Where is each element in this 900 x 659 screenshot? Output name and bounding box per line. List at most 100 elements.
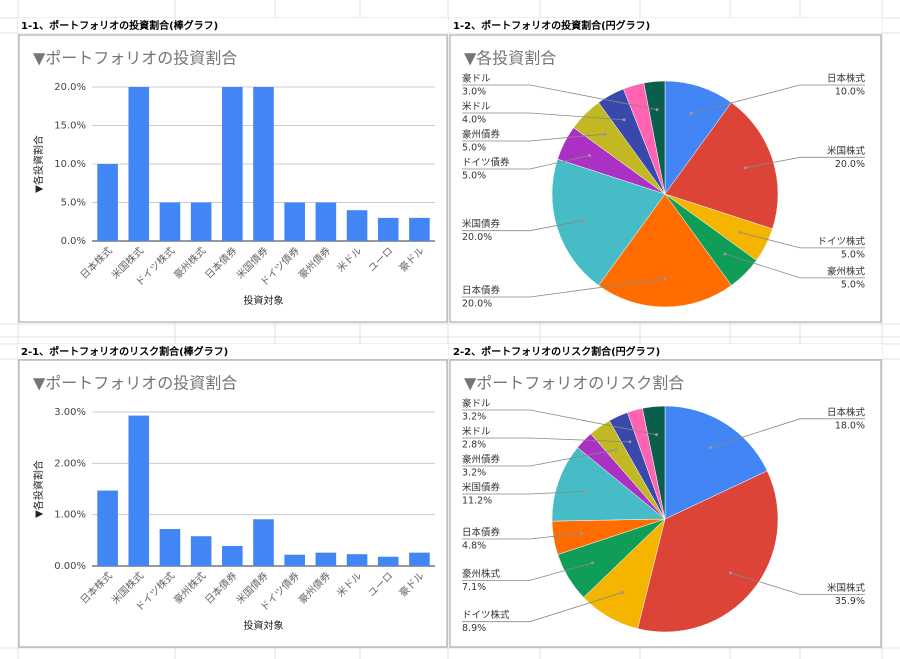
leader-line — [462, 562, 593, 581]
x-axis-title: 投資対象 — [244, 294, 284, 307]
leader-line — [740, 232, 865, 249]
leader-line — [462, 409, 657, 436]
slice-value-label: 18.0% — [835, 420, 865, 431]
slice-value-label: 5.0% — [462, 171, 486, 182]
slice-label: 豪州債券 — [462, 454, 501, 466]
pie-slice — [598, 193, 732, 308]
x-axis-title: 投資対象 — [244, 619, 284, 632]
slice-label: 米国債券 — [462, 218, 501, 230]
leader-line — [730, 572, 865, 595]
bar — [346, 210, 368, 241]
leader-dot — [723, 252, 727, 256]
bar — [222, 545, 243, 566]
slice-label: ドイツ株式 — [817, 235, 865, 247]
slice-label: 米国株式 — [827, 582, 866, 594]
slice-label: 日本債券 — [462, 285, 501, 297]
header-cell — [18, 18, 448, 33]
leader-line — [710, 418, 865, 448]
leader-dot — [728, 571, 732, 575]
slice-value-label: 35.9% — [835, 596, 865, 607]
slice-label: ドイツ株式 — [462, 609, 510, 621]
slice-value-label: 10.0% — [835, 87, 865, 98]
y-tick-label: 10.0% — [54, 159, 86, 170]
bar — [159, 529, 181, 566]
pie-slice — [643, 80, 666, 195]
slice-label: 豪州株式 — [462, 568, 501, 580]
bar — [377, 217, 399, 241]
y-tick-label: 3.00% — [54, 407, 86, 418]
leader-line — [691, 84, 865, 114]
y-tick-label: 1.00% — [54, 510, 86, 521]
slice-label: 米ドル — [462, 426, 491, 438]
y-tick-label: 15.0% — [54, 121, 86, 132]
leader-dot — [628, 440, 632, 444]
chart-frame — [18, 359, 448, 648]
bar — [315, 202, 337, 241]
y-tick-label: 2.00% — [54, 458, 86, 469]
leader-line — [462, 219, 585, 232]
leader-dot — [689, 111, 693, 115]
y-axis-title: ▼各投資割合 — [32, 460, 45, 518]
slice-label: 日本債券 — [462, 527, 501, 539]
leader-dot — [739, 230, 743, 234]
leader-dot — [583, 489, 587, 493]
leader-dot — [603, 132, 607, 136]
section-header: 1-2、ポートフォリオの投資割合(円グラフ) — [453, 19, 650, 32]
slice-label: 豪ドル — [462, 398, 491, 410]
slice-value-label: 20.0% — [462, 232, 492, 243]
leader-dot — [654, 433, 658, 437]
bar — [190, 536, 212, 566]
bar — [190, 202, 212, 241]
slice-value-label: 20.0% — [835, 159, 865, 170]
header-cell — [450, 344, 882, 359]
bar — [377, 556, 399, 566]
slice-value-label: 5.0% — [841, 279, 865, 290]
slice-value-label: 4.8% — [462, 541, 486, 552]
header-cell — [450, 18, 882, 33]
pie-slice — [664, 80, 732, 195]
slice-label: 日本株式 — [827, 406, 866, 418]
bar — [409, 552, 430, 566]
chart-title: ▼ポートフォリオのリスク割合 — [464, 374, 684, 393]
leader-dot — [590, 561, 594, 565]
leader-line — [462, 133, 606, 142]
leader-dot — [708, 445, 712, 449]
leader-dot — [744, 166, 748, 170]
leader-line — [462, 490, 585, 495]
leader-dot — [655, 108, 659, 112]
pie-slice — [664, 102, 779, 230]
bar — [128, 415, 150, 566]
bar — [222, 87, 243, 241]
y-axis-title: ▼各投資割合 — [32, 135, 45, 193]
slice-value-label: 3.2% — [462, 468, 486, 479]
bar — [97, 164, 118, 241]
bar — [284, 202, 305, 241]
slice-label: 豪州株式 — [827, 265, 866, 277]
slice-value-label: 3.0% — [462, 87, 486, 98]
y-tick-label: 0.00% — [54, 561, 86, 572]
y-tick-label: 5.0% — [61, 198, 86, 209]
pie-slice — [664, 405, 768, 520]
leader-line — [724, 253, 865, 279]
bar — [159, 202, 181, 241]
leader-line — [462, 155, 590, 170]
leader-line — [462, 437, 630, 443]
slice-label: 米国株式 — [827, 145, 866, 157]
slice-label: 豪ドル — [462, 73, 491, 85]
y-tick-label: 20.0% — [54, 82, 86, 93]
slice-value-label: 11.2% — [462, 496, 492, 507]
leader-dot — [579, 531, 583, 535]
chart-title: ▼ポートフォリオの投資割合 — [33, 49, 237, 68]
leader-line — [462, 278, 666, 298]
section-header: 2-1、ポートフォリオのリスク割合(棒グラフ) — [21, 345, 228, 358]
slice-value-label: 8.9% — [462, 623, 486, 634]
bar — [128, 87, 150, 241]
leader-line — [462, 84, 658, 111]
slice-label: 豪州債券 — [462, 129, 501, 141]
bar — [253, 519, 274, 566]
leader-dot — [621, 590, 625, 594]
slice-label: 米国債券 — [462, 482, 501, 494]
bar — [315, 552, 337, 566]
chart-title: ▼ポートフォリオの投資割合 — [33, 374, 237, 393]
